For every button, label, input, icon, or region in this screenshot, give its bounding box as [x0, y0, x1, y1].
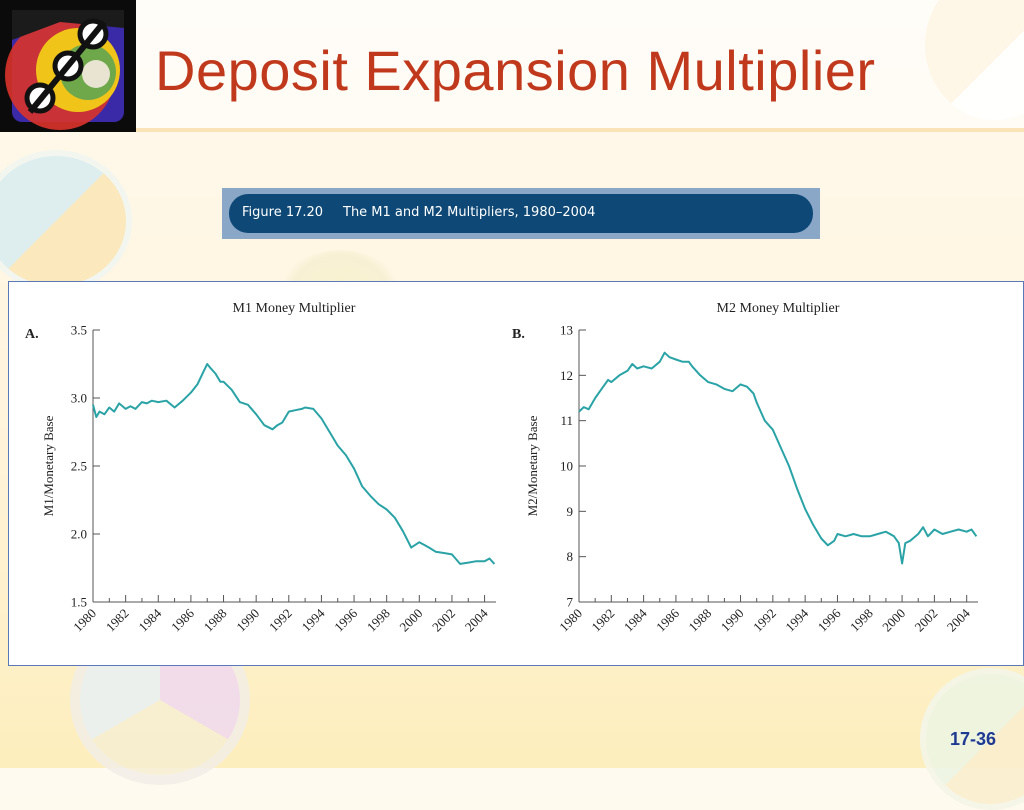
y-tick-label: 11 — [560, 413, 573, 428]
logo — [0, 0, 136, 132]
y-tick-label: 7 — [567, 595, 574, 610]
x-tick-label: 1990 — [718, 606, 747, 635]
x-tick-label: 1980 — [556, 606, 585, 635]
panel-label: B. — [512, 327, 525, 342]
x-tick-label: 1982 — [588, 606, 617, 635]
y-tick-label: 2.5 — [71, 459, 87, 474]
x-tick-label: 2004 — [944, 605, 973, 634]
chart-2: M2 Money Multiplier B. M2/Monetary Base 7 8 9… — [512, 301, 978, 635]
figure-banner-pill: Figure 17.20 The M1 and M2 Multipliers, … — [229, 194, 813, 233]
y-tick-label: 12 — [560, 368, 573, 383]
header-band — [0, 0, 1024, 132]
background-decoration — [0, 150, 132, 292]
slide-title: Deposit Expansion Multiplier — [155, 39, 876, 102]
x-tick-label: 1986 — [653, 605, 682, 634]
x-tick-label: 1984 — [621, 605, 650, 634]
x-tick-label: 2002 — [912, 606, 941, 635]
x-tick-label: 1998 — [847, 606, 876, 635]
x-tick-label: 1998 — [364, 606, 393, 635]
x-tick-label: 1990 — [233, 606, 262, 635]
y-tick-label: 2.0 — [71, 527, 87, 542]
x-tick-label: 2004 — [462, 605, 491, 634]
panel-label: A. — [25, 327, 39, 342]
y-tick-label: 1.5 — [71, 595, 87, 610]
x-tick-label: 2002 — [429, 606, 458, 635]
charts-svg: M1 Money Multiplier A. M1/Monetary Base 1.5… — [25, 301, 978, 635]
x-tick-label: 1982 — [103, 606, 132, 635]
y-tick-label: 3.0 — [71, 391, 87, 406]
x-tick-label: 1996 — [331, 605, 360, 634]
x-tick-label: 2000 — [879, 606, 908, 635]
x-tick-label: 2000 — [396, 606, 425, 635]
figure-label: Figure 17.20 — [242, 205, 324, 220]
figure-banner: Figure 17.20 The M1 and M2 Multipliers, … — [222, 188, 820, 239]
y-tick-label: 13 — [560, 323, 573, 338]
y-tick-label: 3.5 — [71, 323, 87, 338]
y-axis-label: M1/Monetary Base — [41, 415, 56, 516]
series-line-1 — [92, 363, 496, 565]
chart-title: M2 Money Multiplier — [717, 301, 840, 316]
chart-panel: M1 Money Multiplier A. M1/Monetary Base 1.5… — [8, 281, 1024, 666]
header-divider — [136, 128, 1024, 132]
chart-1: M1 Money Multiplier A. M1/Monetary Base 1.5… — [25, 301, 496, 635]
x-tick-label: 1988 — [685, 606, 714, 635]
x-tick-label: 1996 — [815, 605, 844, 634]
x-tick-label: 1980 — [70, 606, 99, 635]
x-tick-label: 1994 — [782, 605, 811, 634]
chart-title: M1 Money Multiplier — [233, 301, 356, 316]
series-line-1 — [578, 351, 978, 565]
logo-art — [5, 10, 124, 130]
x-tick-label: 1988 — [201, 606, 230, 635]
x-tick-label: 1984 — [135, 605, 164, 634]
y-tick-label: 9 — [567, 504, 574, 519]
y-axis-label: M2/Monetary Base — [525, 415, 540, 516]
x-tick-label: 1986 — [168, 605, 197, 634]
figure-caption: The M1 and M2 Multipliers, 1980–2004 — [343, 205, 596, 220]
y-tick-label: 10 — [560, 459, 573, 474]
x-tick-label: 1992 — [750, 606, 779, 635]
y-tick-label: 8 — [567, 549, 574, 564]
slide-number: 17-36 — [950, 729, 997, 749]
x-tick-label: 1992 — [266, 606, 295, 635]
x-tick-label: 1994 — [299, 605, 328, 634]
